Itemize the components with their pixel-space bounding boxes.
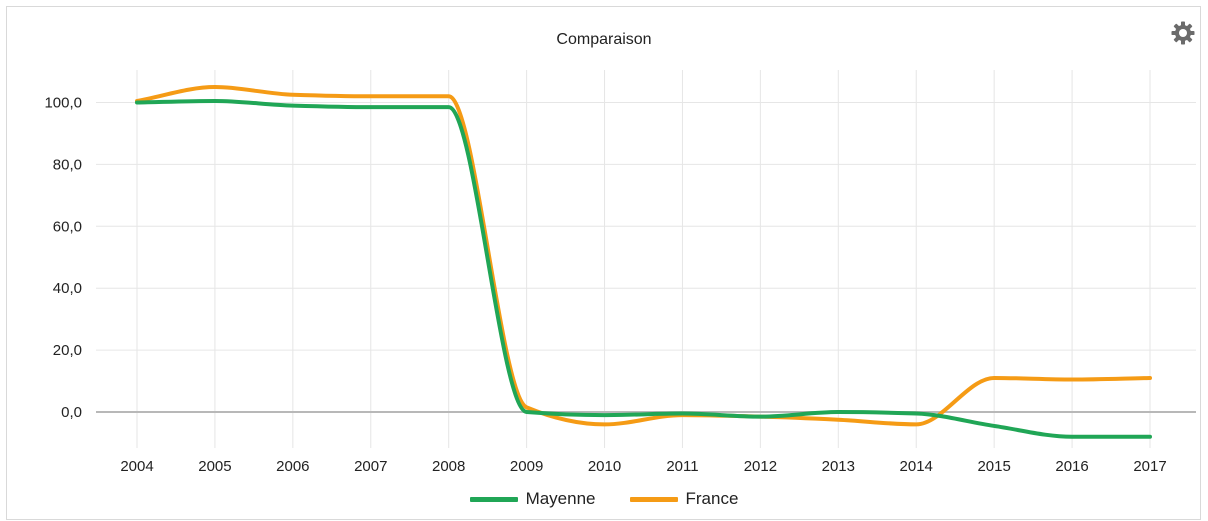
legend-item-mayenne[interactable]: Mayenne [470, 487, 596, 511]
x-tick-label: 2013 [822, 458, 855, 475]
x-tick-label: 2005 [198, 458, 231, 475]
y-tick-label: 60,0 [53, 218, 82, 235]
x-tick-label: 2016 [1055, 458, 1088, 475]
legend: Mayenne France [0, 487, 1208, 511]
series-line-mayenne[interactable] [137, 101, 1150, 437]
x-tick-label: 2007 [354, 458, 387, 475]
grid [96, 70, 1196, 448]
series-line-france[interactable] [137, 87, 1150, 424]
series-lines [137, 87, 1150, 437]
x-tick-label: 2011 [666, 458, 698, 475]
y-tick-label: 80,0 [53, 156, 82, 173]
x-tick-label: 2006 [276, 458, 309, 475]
x-tick-label: 2017 [1133, 458, 1166, 475]
y-tick-label: 0,0 [61, 404, 82, 421]
x-tick-label: 2004 [120, 458, 153, 475]
x-tick-label: 2014 [900, 458, 933, 475]
y-tick-label: 100,0 [44, 95, 82, 112]
x-tick-label: 2012 [744, 458, 777, 475]
x-tick-label: 2008 [432, 458, 465, 475]
legend-swatch-france [630, 497, 678, 502]
x-tick-label: 2009 [510, 458, 543, 475]
legend-label-mayenne: Mayenne [526, 489, 596, 509]
x-tick-label: 2015 [977, 458, 1010, 475]
y-axis-ticks: 100,0 80,0 60,0 40,0 20,0 0,0 [44, 95, 82, 422]
legend-label-france: France [686, 489, 739, 509]
y-tick-label: 20,0 [53, 342, 82, 359]
x-axis-ticks: 2004 2005 2006 2007 2008 2009 2010 2011 2012 2013… [120, 458, 1166, 475]
y-tick-label: 40,0 [53, 280, 82, 297]
legend-swatch-mayenne [470, 497, 518, 502]
legend-item-france[interactable]: France [630, 487, 739, 511]
x-tick-label: 2010 [588, 458, 621, 475]
